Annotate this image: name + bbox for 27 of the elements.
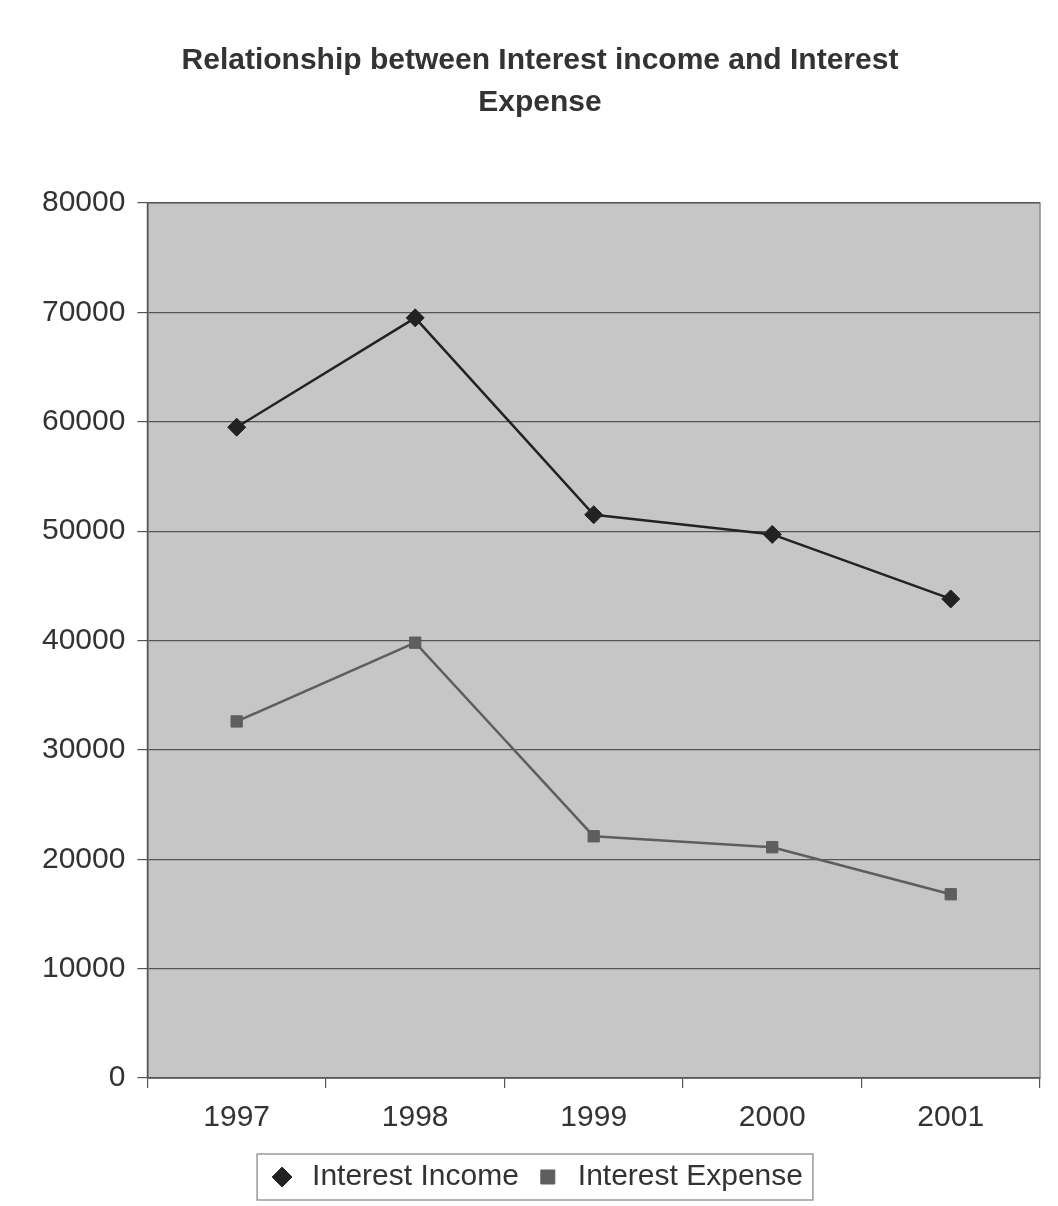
x-tick-label: 1997 — [203, 1099, 271, 1133]
point — [584, 505, 604, 525]
y-tick-label: 60000 — [41, 403, 126, 437]
x-tick-label: 2000 — [738, 1099, 806, 1133]
y-tick-label: 30000 — [41, 731, 126, 765]
point — [941, 589, 961, 609]
point — [587, 830, 600, 843]
y-tick-label: 20000 — [41, 840, 126, 874]
x-tick-label: 1998 — [381, 1099, 449, 1133]
legend-label: Interest Income — [312, 1158, 519, 1192]
y-tick-label: 50000 — [41, 512, 126, 546]
y-tick-label: 80000 — [41, 184, 126, 218]
x-tick-label: 1999 — [560, 1099, 628, 1133]
point — [944, 888, 957, 901]
x-tick-label: 2001 — [917, 1099, 985, 1133]
y-tick-label: 40000 — [41, 621, 126, 655]
point — [230, 715, 243, 728]
y-tick-label: 10000 — [41, 949, 126, 983]
legend-label: Interest Expense — [577, 1158, 803, 1192]
y-tick-label: 70000 — [41, 293, 126, 327]
chart-title: Relationship between Interest income and Interest Expense — [180, 41, 900, 119]
point — [405, 308, 425, 328]
point — [766, 841, 779, 854]
point — [227, 417, 247, 437]
point — [762, 524, 782, 544]
point — [409, 636, 422, 649]
y-tick-label: 0 — [108, 1059, 126, 1093]
